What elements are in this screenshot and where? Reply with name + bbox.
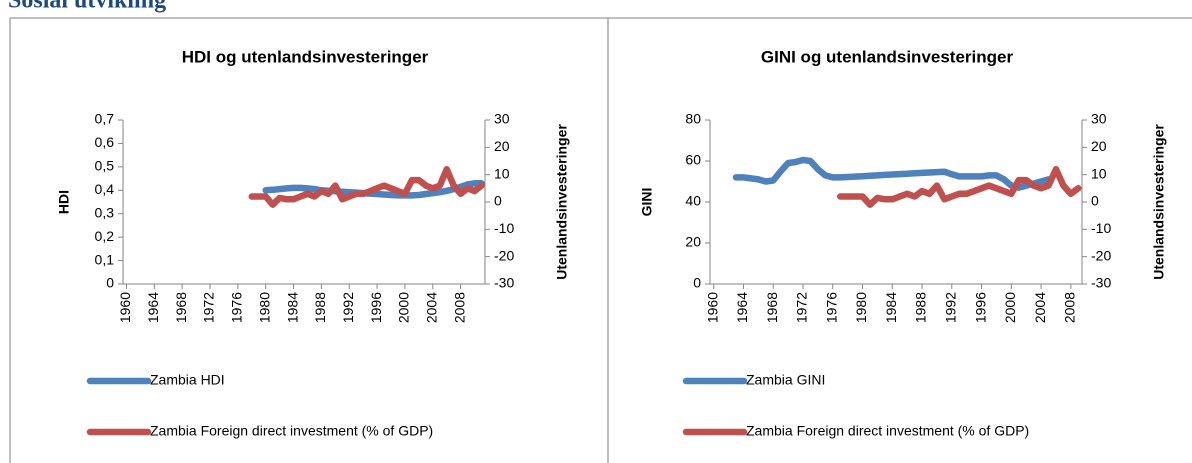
x-tick-label: 1964 [734, 292, 750, 323]
x-tick-label: 1984 [883, 292, 899, 323]
x-tick-label: 1988 [913, 292, 929, 323]
y2-tick-label: 20 [1091, 138, 1107, 154]
x-tick-label: 2008 [451, 292, 467, 323]
y-tick-label: 80 [685, 111, 701, 127]
y-tick-label: 0,5 [95, 158, 115, 174]
y-tick-label: 0 [106, 275, 114, 291]
series-line [262, 180, 485, 199]
x-tick-label: 1988 [312, 292, 328, 323]
y-tick-label: 0,4 [95, 181, 115, 197]
y2-tick-label: 0 [1091, 193, 1099, 209]
y2-tick-label: -20 [494, 247, 514, 263]
x-tick-label: 2008 [1062, 292, 1078, 323]
y2-tick-label: -10 [1091, 220, 1111, 236]
series-line [836, 165, 1082, 208]
x-tick-label: 1960 [704, 292, 720, 323]
x-tick-label: 1980 [256, 292, 272, 323]
x-tick-label: 1996 [972, 292, 988, 323]
legend-label: Zambia GINI [746, 372, 825, 388]
y2-axis-title: Utenlandsinvesteringer [554, 124, 570, 280]
y-axis-title: HDI [56, 190, 72, 214]
y2-tick-label: 30 [1091, 111, 1107, 127]
y2-tick-label: 20 [494, 138, 510, 154]
y2-tick-label: -20 [1091, 247, 1111, 263]
x-tick-label: 1992 [340, 292, 356, 323]
heading: Sosial utvikling [8, 0, 166, 14]
y2-tick-label: -30 [494, 275, 514, 291]
y-tick-label: 0,1 [95, 251, 115, 267]
x-tick-label: 1968 [764, 292, 780, 323]
series-line [732, 156, 1052, 191]
y2-tick-label: -10 [494, 220, 514, 236]
y2-axis-title: Utenlandsinvesteringer [1151, 124, 1167, 280]
legend-label: Zambia HDI [150, 372, 225, 388]
y-tick-label: 0,2 [95, 228, 115, 244]
y-axis-title: GINI [639, 188, 655, 217]
series-line [248, 165, 485, 208]
y-tick-label: 60 [685, 152, 701, 168]
x-tick-label: 2000 [1002, 292, 1018, 323]
x-tick-label: 1972 [794, 292, 810, 323]
chart-title: GINI og utenlandsinvesteringer [761, 47, 1014, 66]
x-tick-label: 1992 [943, 292, 959, 323]
y-tick-label: 20 [685, 234, 701, 250]
x-tick-label: 2000 [396, 292, 412, 323]
y-tick-label: 0,7 [95, 111, 115, 127]
x-tick-label: 1996 [368, 292, 384, 323]
x-tick-label: 1976 [229, 292, 245, 323]
x-tick-label: 1980 [853, 292, 869, 323]
x-tick-label: 2004 [423, 292, 439, 323]
x-tick-label: 1968 [173, 292, 189, 323]
y-tick-label: 0,3 [95, 204, 115, 220]
y2-tick-label: 30 [494, 111, 510, 127]
y2-tick-label: 10 [1091, 165, 1107, 181]
legend-label: Zambia Foreign direct investment (% of G… [150, 423, 433, 439]
legend-label: Zambia Foreign direct investment (% of G… [746, 423, 1029, 439]
x-tick-label: 1976 [823, 292, 839, 323]
y-tick-label: 0,6 [95, 134, 115, 150]
y2-tick-label: 10 [494, 165, 510, 181]
x-tick-label: 1964 [145, 292, 161, 323]
x-tick-label: 1972 [201, 292, 217, 323]
x-tick-label: 1960 [117, 292, 133, 323]
y-tick-label: 40 [685, 193, 701, 209]
x-tick-label: 2004 [1032, 292, 1048, 323]
y2-tick-label: -30 [1091, 275, 1111, 291]
y2-tick-label: 0 [494, 193, 502, 209]
y-tick-label: 0 [693, 275, 701, 291]
x-tick-label: 1984 [284, 292, 300, 323]
chart-title: HDI og utenlandsinvesteringer [182, 47, 429, 66]
